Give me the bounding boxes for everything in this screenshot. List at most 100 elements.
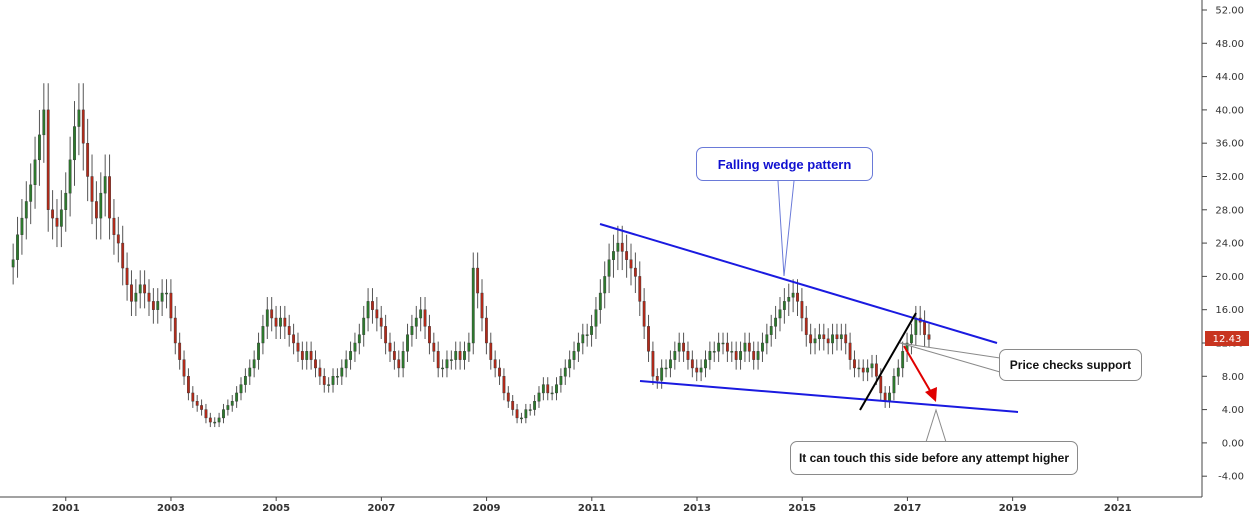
candle-body	[484, 317, 488, 344]
candle-body	[896, 367, 900, 377]
candle-body	[353, 342, 357, 352]
candle-body	[673, 351, 677, 360]
candle-body	[336, 376, 339, 378]
candle-body	[86, 142, 90, 177]
candle-body	[222, 409, 225, 419]
candle-body	[883, 392, 887, 402]
candle-body	[226, 405, 230, 410]
candle-body	[64, 192, 68, 210]
candle-body	[130, 284, 133, 302]
candle-body	[677, 342, 681, 352]
y-tick-label: 24.00	[1215, 239, 1244, 250]
candle-body	[270, 309, 274, 319]
candle-body	[384, 326, 388, 344]
candle-body	[274, 317, 278, 327]
candle-body	[528, 409, 532, 411]
y-tick-label: 52.00	[1215, 5, 1244, 16]
candle-body	[46, 109, 50, 210]
candle-body	[257, 342, 260, 360]
candle-body	[436, 351, 440, 369]
candle-body	[633, 267, 637, 277]
candle-body	[655, 376, 659, 381]
touch-side-callout: It can touch this side before any attemp…	[790, 441, 1078, 475]
candle-body	[213, 421, 217, 424]
candle-body	[888, 392, 891, 402]
candle-body	[476, 267, 480, 294]
candle-body	[585, 334, 589, 336]
candle-body	[761, 342, 764, 352]
y-axis-ticks: 52.00 48.00 44.00 40.00 36.00 32.00 28.00 24.00…	[1202, 5, 1244, 483]
candle-body	[392, 351, 396, 360]
candle-body	[261, 326, 265, 344]
candle-body	[112, 217, 116, 235]
candle-body	[344, 359, 348, 369]
x-tick-label: 2015	[788, 503, 816, 514]
candle-body	[406, 334, 409, 352]
candle-body	[248, 367, 252, 377]
candle-body	[441, 367, 444, 370]
candle-body	[541, 384, 545, 394]
touch-side-text: It can touch this side before any attemp…	[798, 451, 1070, 465]
y-tick-label: 44.00	[1215, 72, 1244, 83]
candle-body	[208, 417, 212, 423]
candle-body	[826, 338, 830, 344]
candle-body	[252, 359, 256, 369]
candle-body	[24, 201, 28, 219]
candle-body	[230, 401, 234, 406]
candle-body	[774, 317, 778, 327]
x-tick-label: 2005	[262, 503, 290, 514]
candle-body	[502, 376, 506, 394]
candle-body	[138, 284, 142, 294]
candle-body	[195, 401, 199, 406]
candle-body	[568, 359, 572, 369]
candle-body	[515, 409, 519, 419]
candle-body	[765, 334, 769, 344]
x-tick-label: 2001	[52, 503, 80, 514]
candle-body	[480, 292, 484, 319]
candle-body	[51, 209, 54, 219]
candle-body	[471, 267, 475, 344]
candle-body	[892, 376, 896, 394]
candle-body	[489, 342, 493, 360]
candle-body	[322, 376, 326, 385]
candle-body	[577, 342, 580, 352]
candle-body	[143, 284, 147, 294]
candle-body	[340, 367, 344, 377]
candle-body	[743, 342, 747, 352]
x-tick-label: 2021	[1104, 503, 1132, 514]
candle-body	[563, 367, 567, 377]
y-tick-label: 36.00	[1215, 139, 1244, 150]
candle-body	[831, 334, 834, 344]
candle-body	[664, 367, 668, 370]
candle-body	[818, 334, 821, 340]
candle-body	[73, 126, 76, 161]
last-price-label: 12.43	[1213, 334, 1242, 345]
candle-body	[638, 276, 642, 302]
candle-body	[29, 184, 33, 202]
y-tick-label: 48.00	[1215, 39, 1244, 50]
support-callout-pointer	[899, 342, 1001, 373]
candles	[11, 83, 931, 428]
candle-body	[651, 351, 655, 377]
candle-body	[699, 367, 703, 373]
candle-body	[160, 292, 164, 302]
candle-body	[629, 259, 633, 269]
candle-body	[77, 109, 81, 127]
candle-body	[81, 109, 85, 144]
wedge-pattern-text: Falling wedge pattern	[717, 156, 852, 172]
support-line	[859, 312, 917, 411]
candle-body	[449, 359, 453, 361]
candle-body	[682, 342, 685, 352]
candle-body	[822, 334, 826, 340]
candle-body	[550, 392, 554, 395]
candle-body	[620, 242, 624, 252]
candle-body	[923, 321, 926, 335]
candle-body	[506, 392, 510, 402]
candle-body	[99, 192, 103, 219]
candle-body	[191, 392, 195, 402]
x-axis-ticks: 2001 2003 2005 2007 2009 2011 2013 2015 2017 2019…	[52, 497, 1132, 514]
candle-body	[914, 317, 918, 335]
x-tick-label: 2003	[157, 503, 185, 514]
last-price-bg	[1205, 331, 1249, 346]
